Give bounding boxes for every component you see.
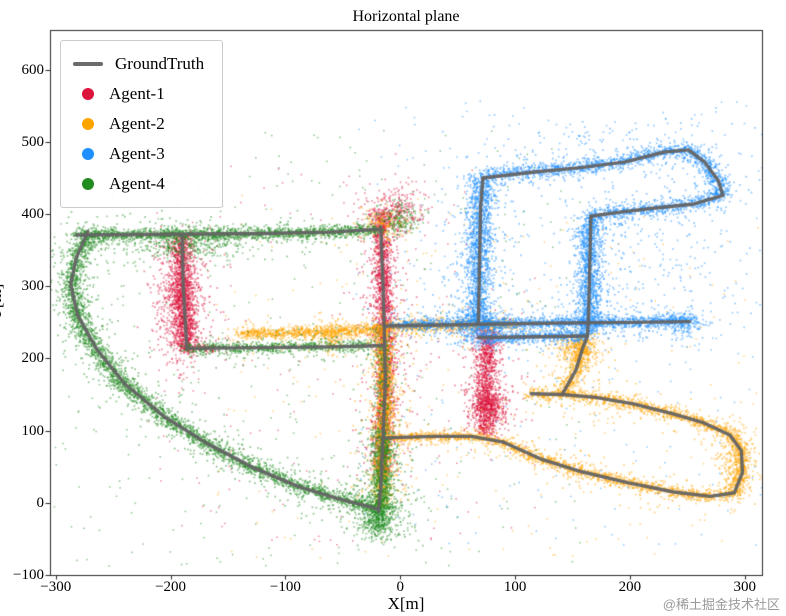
legend: GroundTruth Agent-1 Agent-2 Agent-3 Agent-4 — [60, 40, 224, 208]
legend-entry-agent-4: Agent-4 — [73, 169, 204, 199]
agent-dot-swatch — [82, 118, 94, 130]
watermark: @稀土掘金技术社区 — [662, 597, 780, 612]
x-axis-label: X[m] — [387, 594, 425, 613]
y-tick-label: 0 — [36, 494, 45, 511]
x-tick-label: −300 — [40, 579, 72, 595]
y-tick-label: 600 — [21, 61, 45, 78]
chart-title: Horizontal plane — [352, 8, 460, 25]
groundtruth-line-swatch — [73, 62, 103, 66]
y-tick-label: 200 — [21, 350, 45, 367]
x-tick-label: 300 — [733, 579, 757, 595]
legend-label: Agent-2 — [109, 114, 165, 133]
legend-label: Agent-3 — [109, 144, 165, 163]
x-tick-label: −100 — [269, 579, 301, 595]
y-tick-label: 500 — [21, 133, 45, 150]
agent-dot-swatch — [82, 88, 94, 100]
legend-entry-agent-3: Agent-3 — [73, 139, 204, 169]
y-tick-label: 100 — [21, 422, 45, 439]
x-tick-label: 100 — [503, 579, 527, 595]
x-tick-label: 200 — [618, 579, 642, 595]
y-tick-label: 300 — [21, 278, 45, 295]
agent-dot-swatch — [82, 148, 94, 160]
y-tick-label: −100 — [13, 567, 44, 583]
y-tick-label: 400 — [21, 206, 45, 223]
agent-dot-swatch — [82, 178, 94, 190]
legend-label: Agent-4 — [109, 174, 165, 193]
legend-label: GroundTruth — [115, 54, 205, 73]
legend-entry-agent-1: Agent-1 — [73, 79, 204, 109]
legend-entry-groundtruth: GroundTruth — [73, 49, 204, 79]
legend-entry-agent-2: Agent-2 — [73, 109, 204, 139]
x-tick-label: −200 — [155, 579, 187, 595]
x-tick-label: 0 — [396, 579, 405, 595]
legend-label: Agent-1 — [109, 84, 165, 103]
